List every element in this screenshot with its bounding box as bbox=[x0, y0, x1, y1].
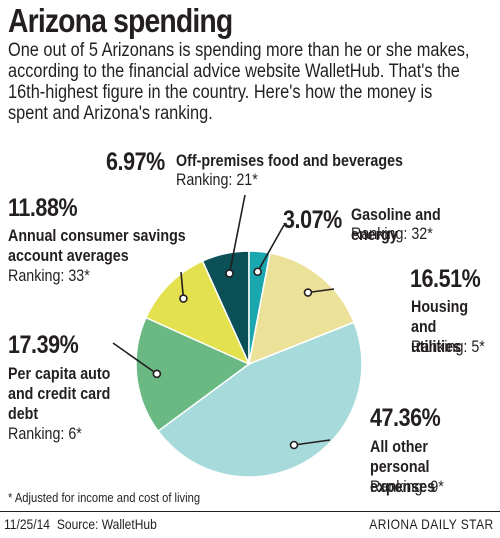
slice-debt-leader-line bbox=[112, 342, 158, 375]
slice-housing-wedge bbox=[248, 252, 355, 366]
slice-savings-percent: 11.88% bbox=[8, 194, 78, 222]
slice-other-ranking: Ranking: 9* bbox=[370, 477, 444, 496]
slice-debt-leader-dot bbox=[152, 369, 162, 379]
slice-debt-label: Per capita auto and credit card debt bbox=[8, 364, 111, 423]
footer-divider bbox=[0, 511, 500, 512]
slice-food-leader-dot bbox=[225, 269, 234, 278]
slice-food-label: Off-premises food and beverages bbox=[176, 151, 403, 170]
slice-savings-leader-dot bbox=[179, 294, 188, 303]
slice-savings-label: Annual consumer savings account averages bbox=[8, 226, 186, 265]
slice-other-leader-line bbox=[293, 439, 331, 446]
slice-housing-percent: 16.51% bbox=[410, 265, 481, 293]
slice-food-leader-line bbox=[228, 194, 246, 274]
slice-savings-leader-line bbox=[180, 271, 185, 299]
footnote: * Adjusted for income and cost of living bbox=[8, 490, 201, 505]
chart-intro: One out of 5 Arizonans is spending more … bbox=[8, 40, 470, 124]
slice-savings-ranking: Ranking: 33* bbox=[8, 266, 90, 285]
footer-source: Source: WalletHub bbox=[56, 516, 157, 532]
slice-housing-label: Housing and utilities bbox=[411, 297, 469, 356]
slice-food-ranking: Ranking: 21* bbox=[176, 170, 258, 189]
footer-credits: 11/25/14 Source: WalletHub bbox=[4, 516, 164, 532]
slice-debt-percent: 17.39% bbox=[8, 331, 79, 359]
slice-other-wedge bbox=[157, 321, 363, 478]
slice-gas-leader-line bbox=[256, 224, 285, 273]
slice-housing-leader-line bbox=[307, 288, 335, 294]
slice-other-percent: 47.36% bbox=[370, 404, 441, 432]
slice-gas-percent: 3.07% bbox=[283, 206, 342, 234]
footer-publisher: ARIONA DAILY STAR bbox=[369, 516, 494, 532]
slice-debt-ranking: Ranking: 6* bbox=[8, 424, 82, 443]
slice-other-leader-dot bbox=[289, 440, 299, 450]
slice-housing-leader-dot bbox=[303, 288, 313, 297]
slice-food-percent: 6.97% bbox=[106, 148, 165, 176]
slice-housing-ranking: Ranking: 5* bbox=[411, 337, 485, 356]
chart-title: Arizona spending bbox=[8, 2, 233, 39]
slice-other-label: All other personal expenses bbox=[370, 437, 436, 496]
slice-savings-wedge bbox=[144, 260, 251, 366]
slice-gas-ranking: Ranking: 32* bbox=[351, 224, 433, 243]
slice-gas-leader-dot bbox=[253, 267, 262, 277]
slice-debt-wedge bbox=[135, 316, 251, 433]
slice-gas-label: Gasoline and energy bbox=[351, 205, 441, 244]
footer-date: 11/25/14 bbox=[4, 516, 50, 532]
